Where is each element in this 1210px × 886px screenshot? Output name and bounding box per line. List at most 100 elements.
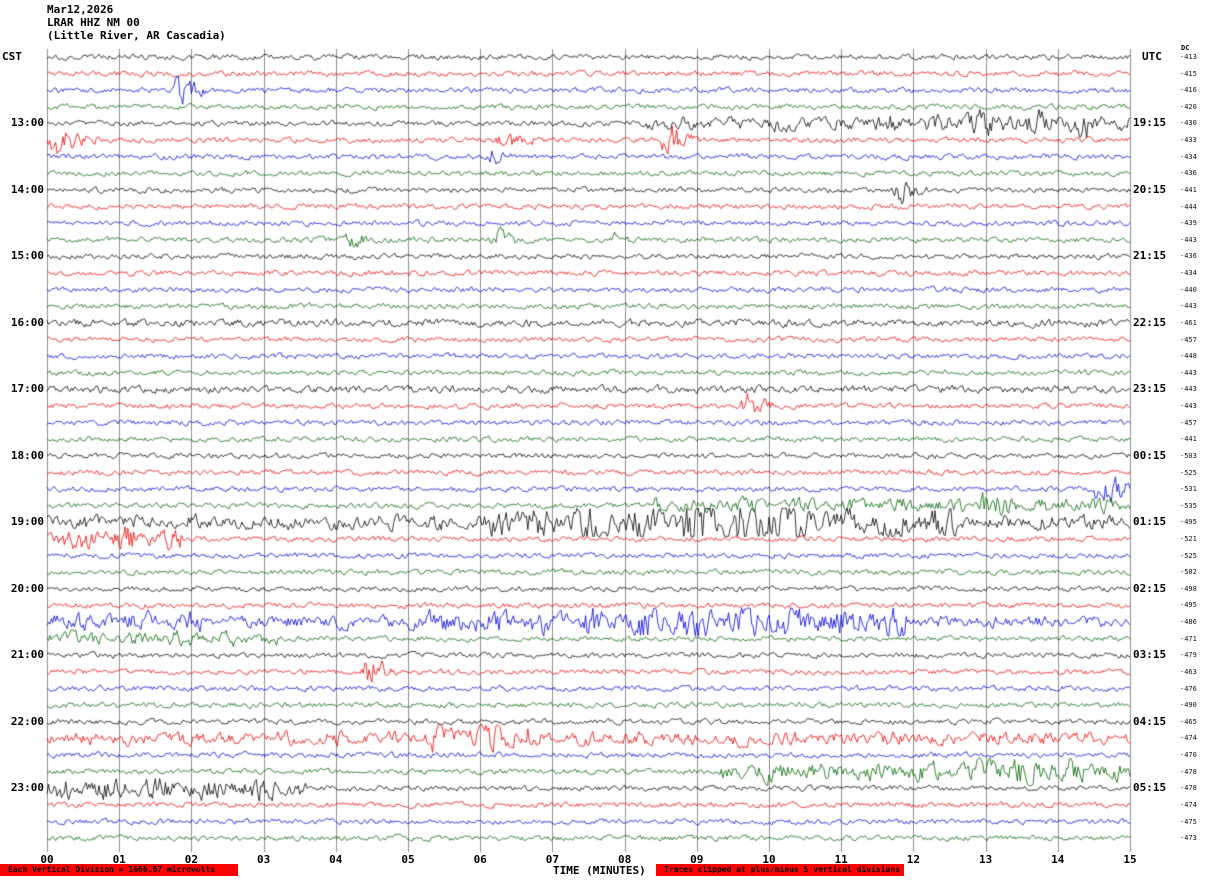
x-tick-label: 15 bbox=[1123, 853, 1137, 866]
dc-value: -465 bbox=[1180, 717, 1197, 726]
dc-value: -440 bbox=[1180, 285, 1197, 294]
dc-value: -498 bbox=[1180, 584, 1197, 593]
x-tick-label: 12 bbox=[906, 853, 921, 866]
dc-value: -443 bbox=[1180, 302, 1197, 311]
x-tick-label: 09 bbox=[690, 853, 704, 866]
x-tick-label: 05 bbox=[401, 853, 415, 866]
dc-column-header: DC bbox=[1181, 44, 1190, 52]
dc-value: -439 bbox=[1180, 219, 1197, 228]
dc-value: -503 bbox=[1180, 451, 1197, 460]
dc-value: -535 bbox=[1180, 501, 1197, 510]
dc-value: -443 bbox=[1180, 385, 1197, 394]
cst-hour-label: 14:00 bbox=[10, 182, 44, 196]
dc-value: -457 bbox=[1180, 335, 1197, 344]
x-tick-label: 03 bbox=[256, 853, 271, 866]
clip-note-strip: Traces clipped at plus/minus 5 vertical … bbox=[656, 864, 904, 876]
utc-hour-label: 19:15 bbox=[1133, 116, 1167, 130]
x-tick-label: 02 bbox=[184, 853, 199, 866]
title-location: (Little River, AR Cascadia) bbox=[47, 29, 226, 42]
dc-value: -479 bbox=[1180, 651, 1197, 660]
utc-hour-label: 21:15 bbox=[1133, 249, 1167, 263]
utc-hour-label: 05:15 bbox=[1133, 781, 1167, 795]
cst-hour-label: 16:00 bbox=[10, 315, 44, 329]
dc-value: -475 bbox=[1180, 817, 1197, 826]
cst-hour-label: 18:00 bbox=[10, 448, 44, 462]
dc-value: -525 bbox=[1180, 551, 1197, 560]
dc-value: -443 bbox=[1180, 368, 1197, 377]
dc-value: -495 bbox=[1180, 518, 1197, 527]
utc-hour-label: 20:15 bbox=[1133, 182, 1167, 196]
dc-value: -416 bbox=[1180, 86, 1197, 95]
dc-value: -443 bbox=[1180, 235, 1197, 244]
x-tick-label: 11 bbox=[834, 853, 848, 866]
x-tick-label: 06 bbox=[473, 853, 487, 866]
x-axis-label: TIME (MINUTES) bbox=[553, 864, 646, 877]
dc-value: -495 bbox=[1180, 601, 1197, 610]
dc-value: -461 bbox=[1180, 318, 1197, 327]
dc-value: -443 bbox=[1180, 402, 1197, 411]
dc-value: -473 bbox=[1180, 834, 1197, 843]
utc-hour-label: 00:15 bbox=[1133, 448, 1167, 462]
dc-value: -478 bbox=[1180, 784, 1197, 793]
x-tick-label: 08 bbox=[617, 853, 632, 866]
cst-hour-label: 13:00 bbox=[10, 116, 44, 130]
x-tick-label: 07 bbox=[545, 853, 560, 866]
cst-hour-label: 19:00 bbox=[10, 515, 44, 529]
dc-value: -457 bbox=[1180, 418, 1197, 427]
dc-value: -434 bbox=[1180, 269, 1197, 278]
title-date: Mar12,2026 bbox=[47, 3, 114, 16]
left-timezone-label: CST bbox=[2, 50, 22, 63]
dc-value: -476 bbox=[1180, 684, 1197, 693]
dc-value: -474 bbox=[1180, 800, 1197, 809]
x-tick-label: 14 bbox=[1051, 853, 1065, 866]
utc-hour-label: 02:15 bbox=[1133, 581, 1167, 595]
scale-note: Each Vertical Division = 1666.67 microvo… bbox=[8, 865, 216, 874]
utc-hour-label: 03:15 bbox=[1133, 648, 1167, 662]
x-tick-label: 10 bbox=[762, 853, 776, 866]
title-station: LRAR HHZ NM 00 bbox=[47, 16, 140, 29]
dc-value: -413 bbox=[1180, 53, 1197, 61]
dc-value: -470 bbox=[1180, 751, 1197, 760]
dc-value: -436 bbox=[1180, 252, 1197, 261]
dc-value: -525 bbox=[1180, 468, 1197, 477]
x-tick-label: 00 bbox=[40, 853, 54, 866]
title-block: Mar12,2026 LRAR HHZ NM 00 (Little River,… bbox=[47, 3, 226, 42]
dc-value: -448 bbox=[1180, 352, 1197, 361]
dc-value: -531 bbox=[1180, 485, 1197, 494]
dc-value: -441 bbox=[1180, 435, 1197, 444]
cst-hour-label: 20:00 bbox=[10, 581, 44, 595]
dc-value: -471 bbox=[1180, 634, 1197, 643]
dc-value: -415 bbox=[1180, 69, 1197, 78]
right-timezone-label: UTC bbox=[1142, 50, 1162, 63]
dc-value: -436 bbox=[1180, 169, 1197, 178]
cst-hour-label: 17:00 bbox=[10, 382, 44, 396]
clip-note: Traces clipped at plus/minus 5 vertical … bbox=[664, 865, 901, 874]
dc-value: -444 bbox=[1180, 202, 1197, 211]
utc-hour-label: 04:15 bbox=[1133, 714, 1167, 728]
dc-value: -463 bbox=[1180, 667, 1197, 676]
utc-hour-label: 23:15 bbox=[1133, 382, 1167, 396]
utc-hour-label: 01:15 bbox=[1133, 515, 1167, 529]
dc-value: -521 bbox=[1180, 534, 1197, 543]
cst-hour-label: 15:00 bbox=[10, 249, 44, 263]
scale-note-strip: Each Vertical Division = 1666.67 microvo… bbox=[0, 864, 238, 876]
dc-value: -474 bbox=[1180, 734, 1197, 743]
dc-value: -420 bbox=[1180, 102, 1197, 111]
dc-value: -434 bbox=[1180, 152, 1197, 161]
dc-value: -490 bbox=[1180, 701, 1197, 710]
dc-value: -502 bbox=[1180, 568, 1197, 577]
x-tick-label: 13 bbox=[978, 853, 993, 866]
cst-hour-label: 23:00 bbox=[10, 781, 44, 795]
cst-hour-label: 21:00 bbox=[10, 648, 44, 662]
dc-value: -441 bbox=[1180, 185, 1197, 194]
x-tick-label: 01 bbox=[112, 853, 126, 866]
dc-value: -486 bbox=[1180, 618, 1197, 627]
utc-hour-label: 22:15 bbox=[1133, 315, 1167, 329]
cst-hour-label: 22:00 bbox=[10, 714, 44, 728]
x-tick-label: 04 bbox=[329, 853, 343, 866]
dc-value: -478 bbox=[1180, 767, 1197, 776]
dc-value: -430 bbox=[1180, 119, 1197, 128]
dc-value: -433 bbox=[1180, 136, 1197, 145]
